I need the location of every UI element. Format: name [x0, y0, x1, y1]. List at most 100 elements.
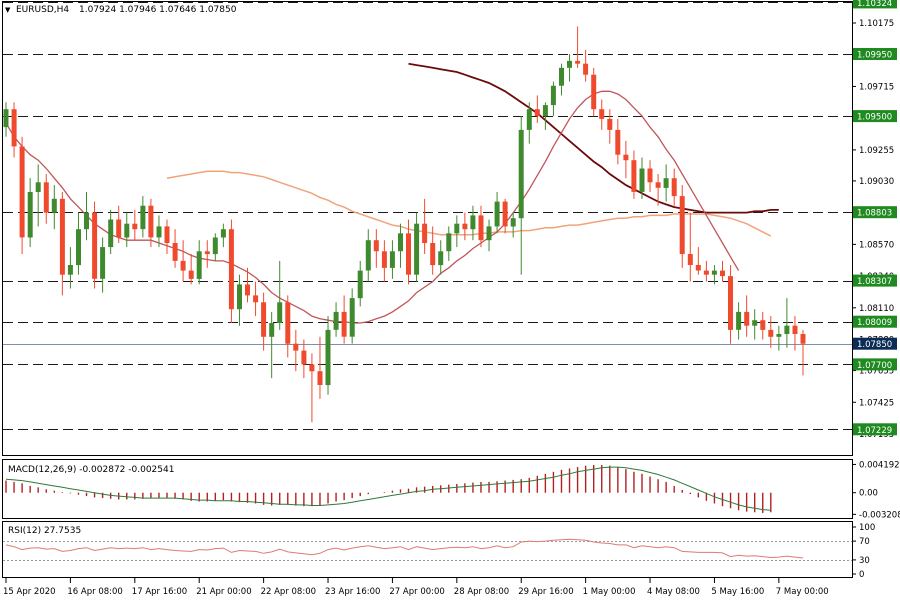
candle-body — [792, 325, 798, 334]
rsi-tick-label: 30 — [859, 556, 870, 566]
macd-tick-label: 0.004192 — [859, 460, 900, 470]
candle-body — [518, 129, 524, 219]
candle-body — [647, 168, 653, 183]
price-tick-label: 1.09030 — [859, 177, 894, 187]
candle-body — [679, 196, 685, 254]
candle-body — [784, 325, 790, 334]
candle-body — [526, 109, 532, 130]
candle-body — [430, 243, 436, 266]
price-tick-label: 1.07655 — [859, 367, 894, 377]
macd-indicator: 0.004192 0.00 -0.003208 — [5, 460, 900, 520]
candle-body — [559, 67, 564, 86]
ohlc-readout: 1.07924 1.07946 1.07646 1.07850 — [79, 5, 237, 15]
time-tick-label: 15 Apr 2020 — [3, 587, 56, 597]
candle-body — [164, 226, 170, 243]
candle-body — [349, 298, 355, 337]
level-price-label: 1.10324 — [857, 0, 892, 9]
price-tick-label: 1.07425 — [859, 398, 894, 408]
candle-body — [607, 118, 613, 130]
candle-body — [333, 311, 339, 330]
candle-body — [3, 109, 9, 128]
candle-body — [309, 364, 315, 372]
time-tick-label: 4 May 08:00 — [647, 587, 700, 597]
candle-body — [228, 229, 234, 310]
candle-body — [663, 178, 669, 188]
candle-body — [245, 284, 250, 296]
candle-body — [35, 182, 41, 192]
price-tick-label: 1.09715 — [859, 82, 894, 92]
candle-body — [406, 233, 411, 275]
candle-body — [534, 109, 540, 117]
macd-panel-frame — [2, 459, 853, 519]
rsi-line — [5, 538, 804, 559]
time-tick-label: 29 Apr 16:00 — [518, 587, 573, 597]
candle-body — [108, 219, 114, 248]
level-price-badge — [853, 0, 897, 9]
level-price-badge — [853, 423, 897, 436]
candle-body — [373, 240, 379, 252]
rsi-panel-frame — [2, 521, 853, 578]
candle-body — [156, 226, 162, 238]
current-price-label: 1.07850 — [857, 340, 892, 350]
candle-body — [695, 265, 701, 271]
candle-body — [422, 223, 428, 243]
candle-body — [462, 223, 468, 230]
time-tick-label: 22 Apr 08:00 — [261, 587, 316, 597]
candle-body — [124, 223, 130, 238]
candle-body — [132, 223, 138, 230]
level-price-label: 1.07229 — [857, 426, 892, 436]
candle-body — [776, 334, 782, 337]
symbol-dropdown-icon[interactable]: ▼ — [5, 6, 11, 14]
candle-body — [51, 198, 57, 213]
candle-body — [357, 270, 363, 299]
level-price-badge — [853, 48, 897, 60]
candle-body — [599, 109, 605, 119]
candle-body — [720, 270, 725, 277]
candle-body — [631, 160, 637, 192]
time-tick-label: 7 May 00:00 — [776, 587, 829, 597]
time-tick-label: 23 Apr 16:00 — [325, 587, 380, 597]
candle-body — [687, 254, 693, 265]
time-tick-label: 16 Apr 08:00 — [67, 587, 122, 597]
ma-slow-line — [408, 62, 779, 214]
candle-body — [220, 229, 226, 238]
level-price-badge — [853, 358, 897, 371]
rsi-indicator: 100 70 30 0 — [3, 523, 875, 580]
rsi-title: RSI(12) 27.7535 — [8, 526, 81, 536]
level-price-badge — [853, 110, 897, 123]
level-price-label: 1.07700 — [857, 361, 892, 371]
candle-body — [639, 168, 645, 192]
candle-body — [510, 218, 516, 227]
candle-body — [736, 311, 742, 330]
candle-body — [438, 251, 444, 266]
candle-body — [655, 182, 661, 188]
candle-body — [325, 329, 331, 386]
candle-body — [567, 60, 572, 68]
rsi-tick-label: 70 — [859, 537, 870, 547]
candle-body — [486, 226, 492, 241]
candle-body — [196, 251, 202, 279]
candle-body — [261, 302, 267, 337]
candle-body — [301, 350, 307, 365]
current-price-badge — [853, 337, 897, 350]
ma-mid-line — [166, 170, 772, 237]
level-price-label: 1.08803 — [857, 209, 892, 219]
candle-body — [11, 109, 17, 147]
candle-body — [237, 284, 242, 310]
ma-fast-line — [5, 90, 740, 324]
candle-body — [180, 260, 186, 271]
candle-body — [285, 302, 291, 344]
candle-body — [623, 154, 629, 161]
candle-body — [381, 251, 387, 268]
rsi-tick-label: 100 — [859, 523, 875, 533]
candle-body — [744, 311, 750, 326]
candle-body — [470, 215, 476, 230]
candle-body — [575, 60, 581, 64]
level-price-label: 1.08009 — [857, 318, 892, 328]
candle-body — [188, 270, 194, 279]
level-price-label: 1.09500 — [857, 113, 892, 123]
candle-body — [341, 311, 347, 337]
candle-body — [542, 105, 548, 117]
symbol-label: EURUSD,H4 — [16, 5, 69, 15]
